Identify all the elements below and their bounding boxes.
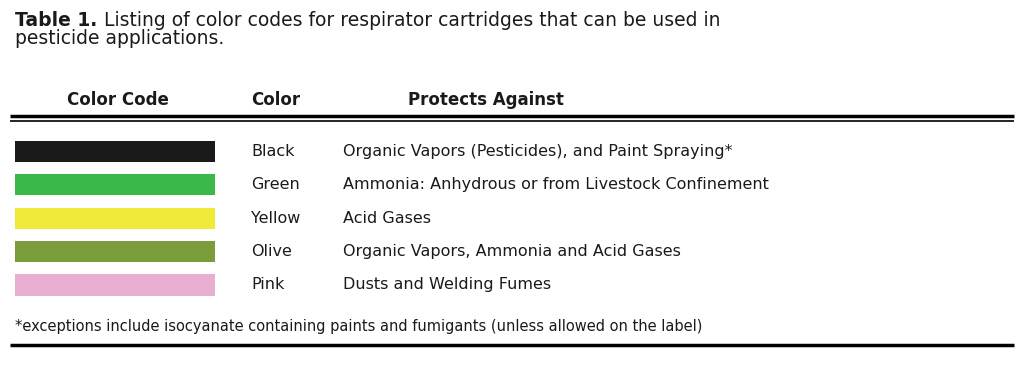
Bar [15,141,215,162]
Text: Color: Color [251,91,300,108]
Text: Green: Green [251,177,300,192]
Text: Listing of color codes for respirator cartridges that can be used in: Listing of color codes for respirator ca… [97,11,720,30]
Text: Table 1.: Table 1. [15,11,97,30]
Text: Acid Gases: Acid Gases [343,211,431,226]
Text: Black: Black [251,144,294,159]
Bar [15,274,215,296]
Text: Olive: Olive [251,244,292,259]
Text: Organic Vapors, Ammonia and Acid Gases: Organic Vapors, Ammonia and Acid Gases [343,244,681,259]
Bar [15,174,215,195]
Text: Dusts and Welding Fumes: Dusts and Welding Fumes [343,277,551,292]
Text: Yellow: Yellow [251,211,300,226]
Text: Organic Vapors (Pesticides), and Paint Spraying*: Organic Vapors (Pesticides), and Paint S… [343,144,732,159]
Text: Color Code: Color Code [67,91,169,108]
Bar [15,241,215,262]
Text: Ammonia: Anhydrous or from Livestock Confinement: Ammonia: Anhydrous or from Livestock Con… [343,177,769,192]
Text: Protects Against: Protects Against [409,91,564,108]
Text: *exceptions include isocyanate containing paints and fumigants (unless allowed o: *exceptions include isocyanate containin… [15,319,702,334]
Bar [15,208,215,229]
Text: Pink: Pink [251,277,285,292]
Text: pesticide applications.: pesticide applications. [15,29,224,48]
